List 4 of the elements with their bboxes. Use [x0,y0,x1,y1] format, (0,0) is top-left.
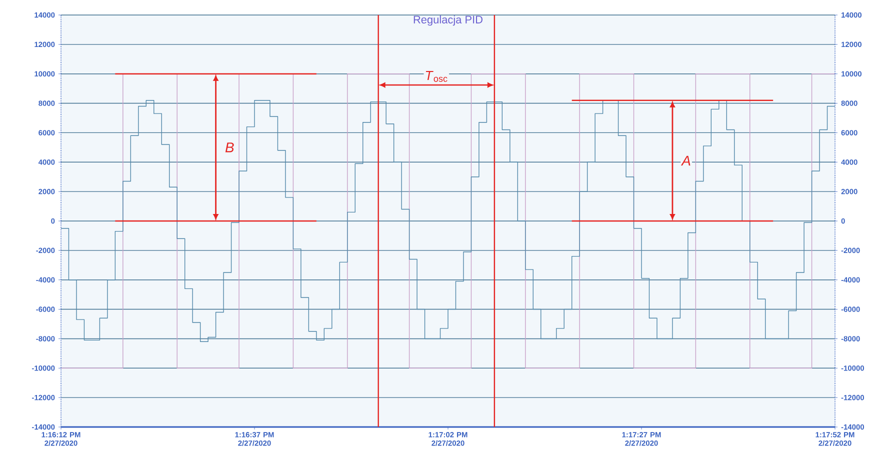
chart-title: Regulacja PID [414,15,482,26]
annotation: B [225,142,234,152]
annotation: A [680,156,690,166]
annotation: T$_{osc}$ [426,71,448,82]
